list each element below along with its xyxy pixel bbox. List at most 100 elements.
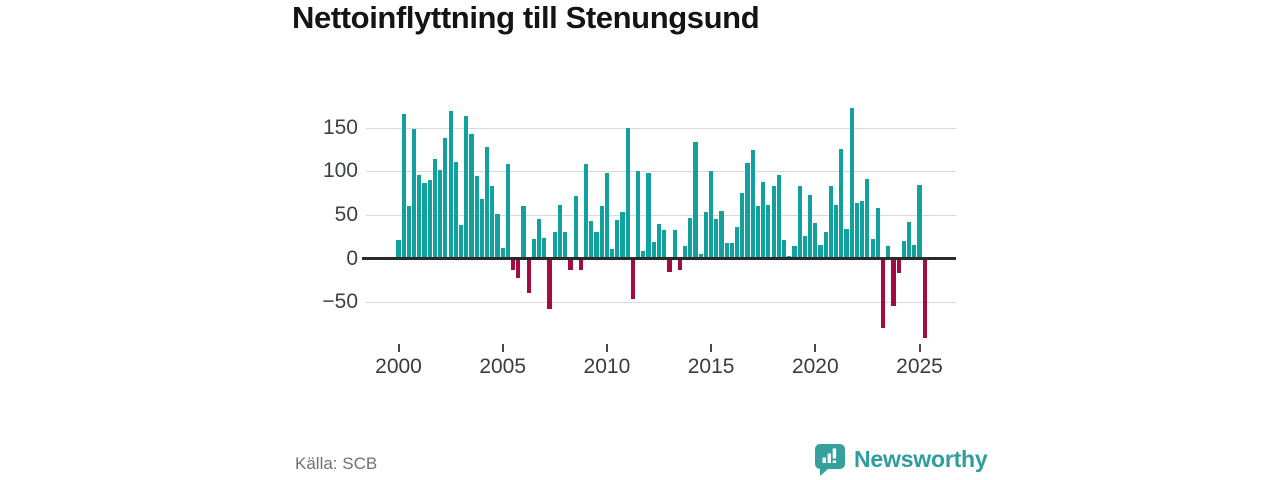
bar-positive — [682, 246, 688, 259]
bar-positive — [589, 221, 594, 259]
bar-positive — [688, 218, 693, 259]
bar-positive — [625, 127, 630, 259]
bar-negative — [568, 258, 573, 270]
bar-positive — [505, 164, 510, 259]
bar-positive — [802, 235, 807, 259]
bar-positive — [453, 161, 458, 259]
bar-positive — [735, 227, 740, 259]
newsworthy-logo-text: Newsworthy — [854, 446, 988, 472]
bar-positive — [703, 212, 708, 259]
bar-positive — [620, 212, 625, 259]
bar-positive — [406, 206, 411, 259]
bar-positive — [557, 204, 563, 259]
bar-chart: 150 100 50 0 −50 2000 2005 2010 2015 2020 2025 — [322, 107, 956, 378]
y-axis-tick-label: 0 — [346, 246, 358, 270]
y-axis-tick-label: −50 — [322, 290, 358, 314]
bar-positive — [563, 231, 568, 259]
bar-positive — [870, 239, 875, 259]
x-axis-tick-label: 2000 — [375, 355, 422, 378]
source-label: Källa: SCB — [295, 454, 378, 473]
x-axis-tick — [501, 344, 504, 352]
chart-title: Nettoinflyttning till Stenungsund — [292, 0, 760, 35]
bar-positive — [875, 208, 880, 259]
bar-positive — [662, 229, 667, 259]
x-axis-tick-label: 2015 — [687, 355, 735, 378]
bar-positive — [401, 113, 406, 259]
bar-positive — [761, 181, 766, 259]
y-axis-tick-label: 50 — [334, 202, 358, 226]
bar-positive — [709, 171, 714, 259]
bar-negative — [880, 258, 886, 329]
bar-positive — [458, 224, 464, 259]
bar-positive — [886, 246, 891, 259]
bar-positive — [906, 221, 912, 259]
bar-negative — [677, 258, 682, 270]
bar-positive — [646, 173, 651, 259]
bar-positive — [854, 202, 860, 259]
bar-positive — [469, 133, 474, 259]
bar-positive — [542, 237, 547, 259]
bar-negative — [526, 258, 531, 294]
bar-negative — [667, 258, 672, 272]
bar-positive — [839, 148, 844, 259]
bar-positive — [604, 173, 609, 259]
x-axis-tick — [397, 344, 400, 352]
bar-positive — [750, 149, 755, 259]
bar-positive — [651, 242, 656, 259]
newsworthy-speech-bubble-chart-icon — [813, 442, 847, 476]
bar-positive — [573, 195, 578, 259]
bar-positive — [755, 206, 761, 259]
bar-positive — [615, 220, 620, 259]
bar-positive — [490, 186, 495, 259]
x-axis-tick — [814, 344, 817, 352]
y-gridline — [366, 214, 956, 216]
bar-positive — [448, 111, 453, 259]
x-axis-tick-label: 2005 — [479, 355, 527, 378]
bar-positive — [427, 180, 432, 259]
bar-positive — [792, 246, 797, 259]
y-gridline — [366, 127, 956, 129]
bar-positive — [698, 254, 703, 259]
y-gridline — [366, 171, 956, 173]
bar-positive — [745, 162, 750, 259]
bar-positive — [844, 228, 849, 259]
bar-positive — [797, 186, 802, 259]
bar-positive — [813, 222, 818, 259]
x-axis-tick-label: 2010 — [583, 355, 631, 378]
bar-negative — [630, 258, 636, 299]
bar-positive — [776, 174, 781, 259]
bar-positive — [396, 240, 401, 259]
bar-positive — [552, 231, 557, 259]
bar-positive — [860, 201, 865, 259]
bar-positive — [495, 214, 500, 259]
bar-positive — [412, 128, 417, 259]
bar-positive — [834, 205, 839, 259]
bar-positive — [672, 229, 677, 259]
bar-positive — [417, 174, 422, 259]
bar-positive — [740, 193, 745, 259]
bar-positive — [719, 210, 724, 259]
bar-positive — [865, 179, 870, 259]
bar-positive — [771, 186, 776, 259]
bar-positive — [636, 170, 641, 259]
bar-positive — [610, 248, 615, 259]
bar-positive — [807, 194, 813, 259]
bar-positive — [500, 248, 505, 259]
bar-positive — [443, 138, 448, 259]
bar-positive — [422, 182, 427, 259]
bar-positive — [818, 244, 823, 259]
bar-positive — [724, 242, 729, 259]
x-axis-tick-label: 2020 — [791, 355, 839, 378]
bar-negative — [891, 258, 896, 307]
bar-positive — [594, 231, 599, 259]
x-axis-tick — [605, 344, 608, 352]
x-axis-tick-label: 2025 — [896, 355, 943, 378]
newsworthy-logo[interactable]: Newsworthy — [813, 442, 988, 476]
bar-positive — [583, 164, 589, 259]
bar-positive — [781, 240, 787, 259]
bar-positive — [766, 204, 771, 259]
bar-positive — [484, 147, 490, 259]
bar-positive — [464, 115, 469, 259]
x-axis-tick — [710, 344, 713, 352]
